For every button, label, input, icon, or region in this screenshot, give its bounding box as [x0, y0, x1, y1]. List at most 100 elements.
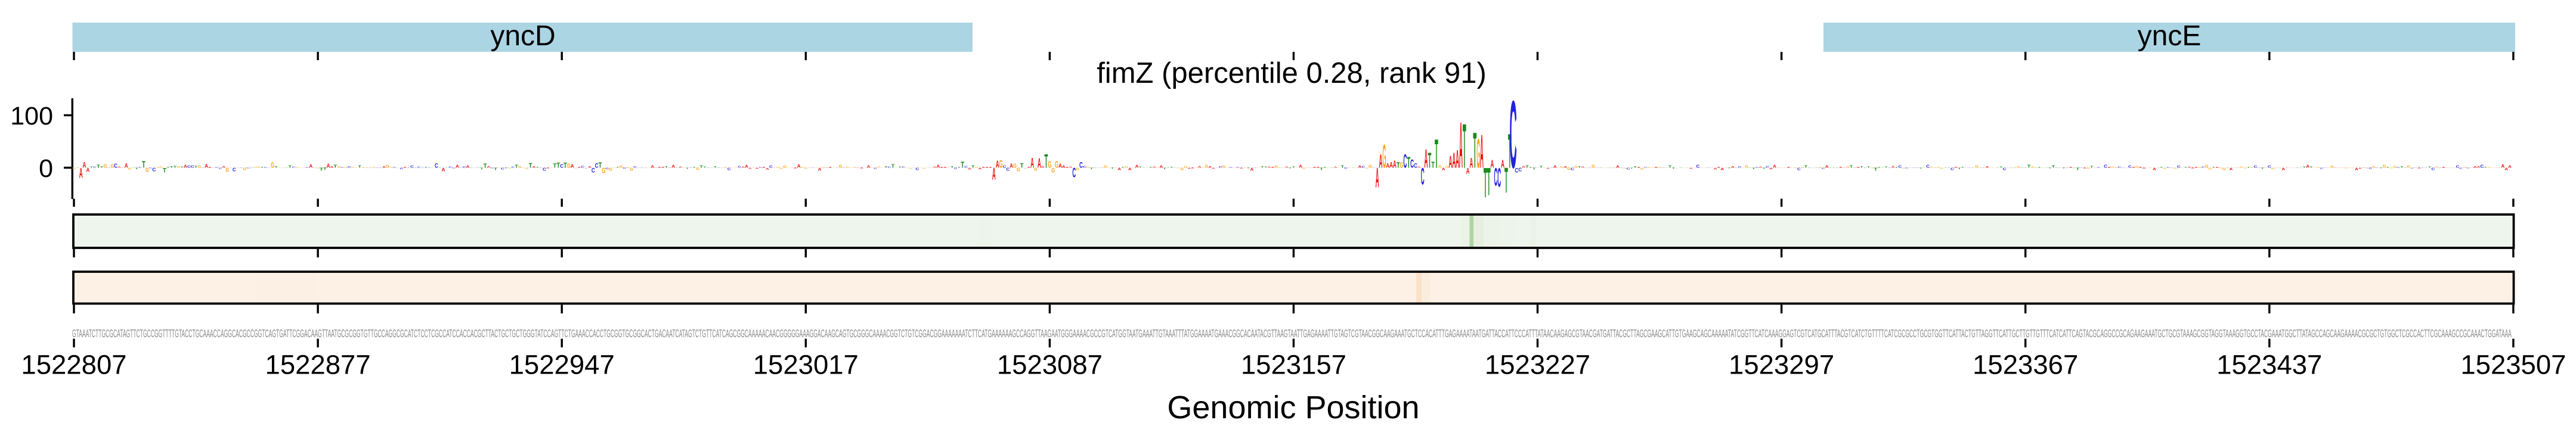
- svg-text:C: C: [2410, 167, 2414, 169]
- svg-text:C: C: [1926, 164, 1930, 169]
- svg-text:T: T: [1100, 167, 1104, 168]
- svg-text:T: T: [2160, 167, 2164, 168]
- svg-text:C: C: [2414, 167, 2418, 168]
- svg-text:A: A: [1379, 151, 1383, 173]
- svg-text:T: T: [1671, 167, 1676, 169]
- svg-text:C: C: [2362, 167, 2366, 168]
- svg-text:G: G: [1327, 167, 1330, 168]
- svg-text:T: T: [1884, 167, 1888, 168]
- svg-text:C: C: [2177, 165, 2181, 169]
- svg-text:A: A: [940, 167, 944, 168]
- svg-text:A: A: [947, 167, 951, 168]
- svg-text:A: A: [1491, 158, 1494, 171]
- svg-text:1523157: 1523157: [1241, 350, 1346, 380]
- svg-text:T: T: [358, 164, 361, 168]
- svg-text:G: G: [2135, 166, 2139, 169]
- svg-text:A: A: [2470, 167, 2474, 168]
- svg-text:A: A: [222, 166, 225, 169]
- svg-text:A: A: [1501, 158, 1504, 171]
- svg-text:T: T: [1762, 167, 1766, 170]
- svg-text:C: C: [2296, 167, 2300, 168]
- svg-text:G: G: [2100, 167, 2104, 168]
- svg-text:G: G: [508, 167, 512, 169]
- svg-text:T: T: [1111, 167, 1115, 169]
- svg-text:1523437: 1523437: [2216, 350, 2322, 380]
- svg-text:C: C: [2368, 167, 2373, 170]
- svg-text:T: T: [699, 164, 703, 168]
- svg-text:T: T: [1668, 164, 1672, 168]
- svg-text:C: C: [1494, 163, 1497, 192]
- svg-text:C: C: [469, 167, 473, 168]
- svg-text:C: C: [843, 167, 847, 168]
- svg-text:C: C: [219, 167, 223, 169]
- svg-text:G: G: [1048, 159, 1051, 170]
- svg-text:G: G: [316, 167, 320, 169]
- svg-text:A: A: [1776, 167, 1781, 168]
- svg-text:A: A: [1268, 167, 1272, 168]
- svg-text:G: G: [2271, 167, 2275, 170]
- svg-text:G: G: [128, 167, 132, 170]
- svg-text:C: C: [1738, 166, 1742, 169]
- svg-text:T: T: [2045, 167, 2049, 168]
- svg-text:G: G: [2435, 166, 2439, 168]
- svg-text:G: G: [787, 167, 790, 168]
- svg-text:C: C: [539, 167, 543, 168]
- svg-text:C: C: [459, 167, 463, 168]
- svg-text:A: A: [1066, 167, 1070, 168]
- svg-text:T: T: [320, 167, 324, 172]
- svg-text:C: C: [727, 167, 731, 171]
- svg-text:A: A: [1299, 164, 1302, 169]
- svg-text:A: A: [989, 167, 993, 168]
- svg-text:G: G: [229, 167, 233, 168]
- svg-text:yncE: yncE: [2138, 20, 2202, 52]
- svg-text:C: C: [592, 167, 595, 175]
- svg-text:G: G: [2243, 167, 2247, 169]
- svg-text:G: G: [518, 166, 522, 169]
- svg-text:A: A: [1724, 167, 1728, 168]
- svg-text:A: A: [1156, 167, 1160, 168]
- svg-text:C: C: [240, 167, 244, 168]
- svg-text:T: T: [1919, 167, 1923, 169]
- svg-text:G: G: [783, 165, 787, 169]
- svg-text:A: A: [1250, 167, 1253, 172]
- svg-text:T: T: [2076, 167, 2079, 170]
- svg-text:A: A: [985, 167, 989, 168]
- svg-text:T: T: [1979, 167, 1983, 168]
- svg-text:A: A: [1480, 126, 1484, 179]
- svg-text:T: T: [1630, 167, 1634, 169]
- svg-text:A: A: [2358, 167, 2363, 169]
- svg-text:C: C: [93, 166, 97, 168]
- svg-text:C: C: [2128, 165, 2132, 169]
- svg-text:G: G: [1180, 167, 1184, 171]
- svg-text:G: G: [278, 167, 281, 168]
- svg-text:A: A: [2153, 167, 2156, 171]
- svg-text:A: A: [1010, 163, 1013, 169]
- svg-text:A: A: [671, 164, 675, 169]
- svg-text:C: C: [264, 167, 268, 168]
- svg-text:G: G: [1337, 167, 1340, 168]
- svg-text:A: A: [1557, 167, 1561, 168]
- svg-text:T: T: [1487, 159, 1491, 203]
- svg-text:T: T: [2302, 166, 2306, 168]
- svg-text:G: G: [1922, 167, 1926, 168]
- svg-text:Genomic Position: Genomic Position: [1167, 390, 1419, 425]
- svg-text:C: C: [2334, 167, 2338, 168]
- svg-text:G: G: [734, 167, 738, 168]
- svg-text:T: T: [2261, 167, 2265, 169]
- svg-text:T: T: [1539, 165, 1543, 168]
- svg-text:A: A: [2355, 167, 2358, 171]
- svg-text:C: C: [1588, 167, 1592, 168]
- svg-text:A: A: [679, 166, 683, 168]
- svg-text:A: A: [867, 165, 871, 169]
- svg-text:C: C: [1571, 167, 1574, 171]
- svg-text:A: A: [327, 163, 330, 169]
- svg-text:T: T: [1958, 167, 1962, 170]
- svg-text:A: A: [117, 167, 122, 168]
- svg-text:C: C: [1410, 157, 1414, 170]
- svg-text:G: G: [225, 166, 229, 173]
- svg-text:1523227: 1523227: [1485, 350, 1590, 380]
- svg-text:C: C: [717, 167, 721, 168]
- svg-text:G: G: [110, 163, 114, 169]
- svg-text:G: G: [1107, 167, 1111, 168]
- svg-text:A: A: [1605, 167, 1609, 168]
